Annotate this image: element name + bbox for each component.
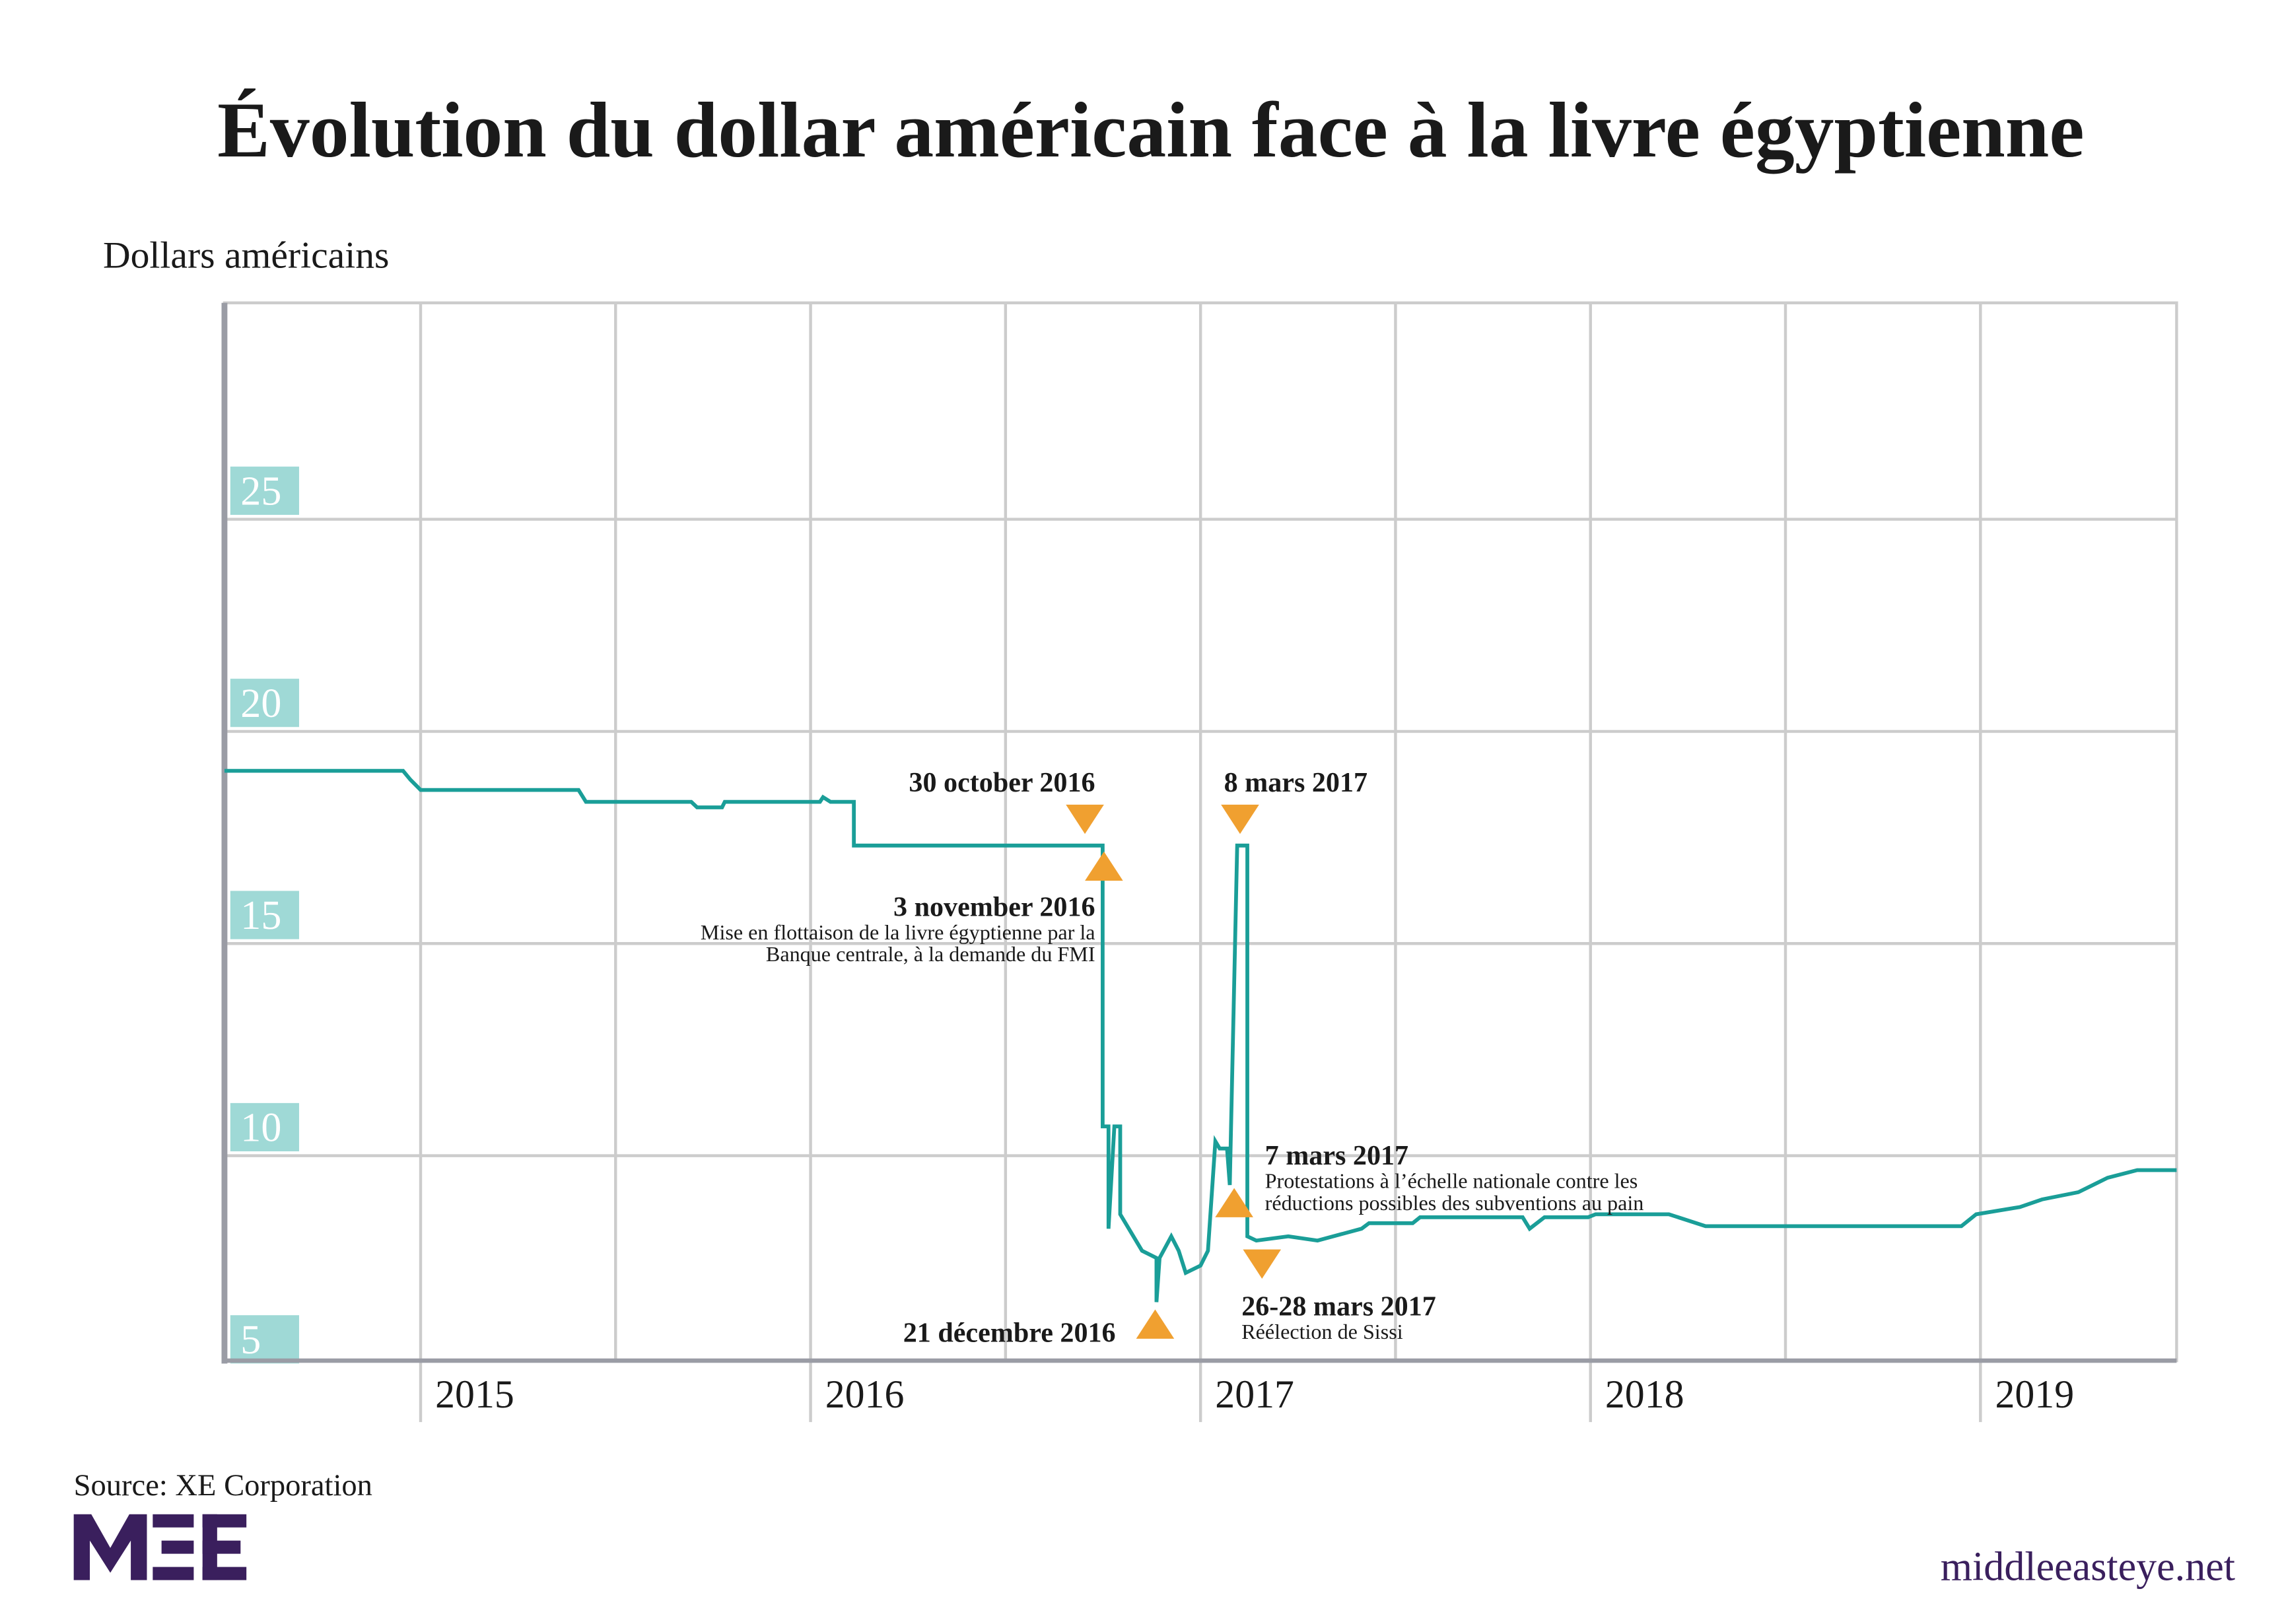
- y-axis-label: Dollars américains: [103, 235, 390, 277]
- source: Source: XE Corporation: [74, 1469, 372, 1503]
- y-tick-box: [230, 679, 299, 727]
- annotation-label: 21 décembre 2016: [903, 1317, 1116, 1348]
- x-tick-label: 2017: [1215, 1372, 1294, 1416]
- y-tick-box: [230, 1102, 299, 1151]
- x-tick-label: 2015: [435, 1372, 514, 1416]
- annotation-marker: [1215, 1188, 1253, 1217]
- logo: [73, 1514, 247, 1580]
- annotation-label: 30 october 2016: [909, 767, 1095, 798]
- annotation-marker: [1085, 851, 1123, 881]
- y-tick-label: 15: [240, 893, 281, 938]
- annotation-text: Banque centrale, à la demande du FMI: [766, 942, 1095, 966]
- annotation-text: Mise en flottaison de la livre égyptienn…: [701, 920, 1095, 944]
- y-tick-box: [230, 466, 299, 515]
- y-tick-box: [230, 1315, 299, 1364]
- annotation-label: 7 mars 2017: [1265, 1140, 1408, 1171]
- annotation-marker: [1221, 804, 1259, 834]
- annotation-marker: [1136, 1309, 1175, 1339]
- data-line: [224, 768, 2177, 1303]
- annotation-text: Réélection de Sissi: [1241, 1320, 1403, 1343]
- annotation-text: Protestations à l’échelle nationale cont…: [1265, 1169, 1638, 1193]
- y-tick-label: 10: [240, 1105, 281, 1150]
- annotation-marker: [1243, 1249, 1282, 1279]
- annotation-label: 8 mars 2017: [1224, 767, 1367, 798]
- x-tick-label: 2018: [1605, 1372, 1684, 1416]
- y-tick-box: [230, 891, 299, 939]
- chart-title: Évolution du dollar américain face à la …: [217, 86, 2084, 174]
- annotation-label: 3 november 2016: [893, 891, 1095, 922]
- annotation-label: 26-28 mars 2017: [1241, 1291, 1436, 1322]
- site: middleeasteye.net: [1941, 1545, 2235, 1590]
- y-tick-label: 5: [240, 1318, 261, 1363]
- y-tick-label: 20: [240, 681, 281, 726]
- annotation-marker: [1066, 804, 1104, 834]
- x-tick-label: 2019: [1995, 1372, 2074, 1416]
- x-tick-label: 2016: [825, 1372, 905, 1416]
- annotation-text: réductions possibles des subventions au …: [1265, 1191, 1644, 1215]
- y-tick-label: 25: [240, 469, 281, 514]
